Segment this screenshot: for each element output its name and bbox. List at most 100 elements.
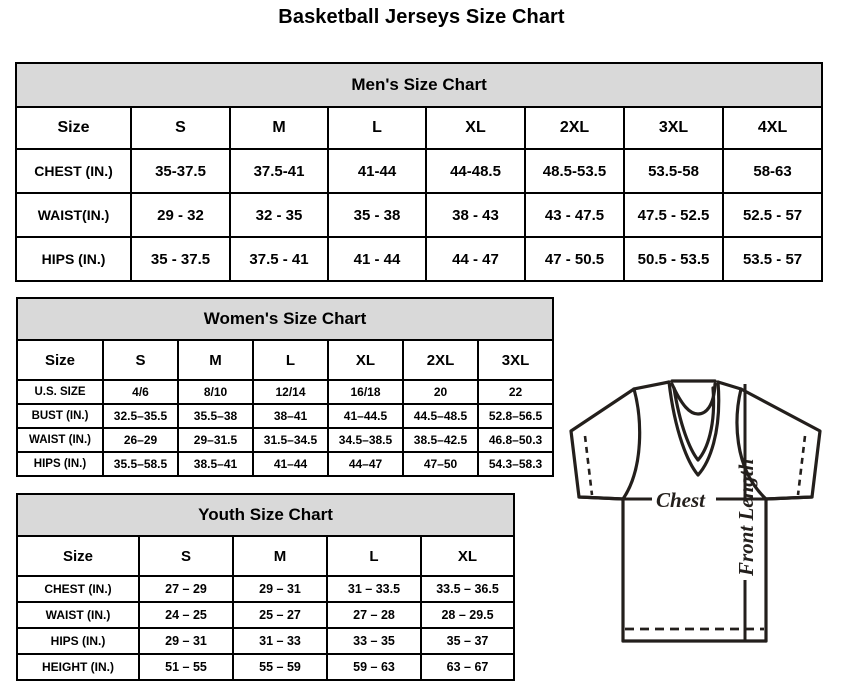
womens-col-header-3xl: 3XL [476,339,555,381]
womens-waist-l: 31.5–34.5 [252,427,329,453]
womens-row-label-waist: WAIST (IN.) [16,427,104,453]
youth-col-header-m: M [232,535,328,577]
mens-hips-4xl: 53.5 - 57 [721,236,824,282]
table-row: U.S. SIZE 4/6 8/10 12/14 16/18 20 22 [16,379,555,405]
table-row: WAIST (IN.) 24 – 25 25 – 27 27 – 28 28 –… [16,601,516,629]
womens-bust-2xl: 44.5–48.5 [402,403,479,429]
youth-section-title: Youth Size Chart [15,493,516,537]
mens-col-header-3xl: 3XL [623,106,724,150]
mens-col-header-s: S [130,106,231,150]
womens-hips-l: 41–44 [252,451,329,477]
womens-waist-xl: 34.5–38.5 [327,427,404,453]
youth-hips-xl: 35 – 37 [419,627,516,655]
womens-hips-2xl: 47–50 [402,451,479,477]
mens-waist-xl: 38 - 43 [425,192,526,238]
mens-row-label-hips: HIPS (IN.) [15,236,132,282]
chest-label: Chest [656,488,706,512]
youth-hips-s: 29 – 31 [138,627,234,655]
womens-hips-s: 35.5–58.5 [102,451,179,477]
womens-hips-m: 38.5–41 [177,451,254,477]
mens-column-header-row: Size S M L XL 2XL 3XL 4XL [15,106,824,150]
youth-col-header-size: Size [16,535,140,577]
womens-row-label-bust: BUST (IN.) [16,403,104,429]
youth-col-header-xl: XL [419,535,516,577]
womens-waist-s: 26–29 [102,427,179,453]
mens-chest-4xl: 58-63 [721,148,824,194]
youth-chest-xl: 33.5 – 36.5 [419,575,516,603]
youth-waist-s: 24 – 25 [138,601,234,629]
mens-waist-2xl: 43 - 47.5 [524,192,625,238]
mens-row-label-waist: WAIST(IN.) [15,192,132,238]
youth-row-label-chest: CHEST (IN.) [16,575,140,603]
womens-section-title: Women's Size Chart [15,297,555,341]
womens-us-size-s: 4/6 [102,379,179,405]
mens-chest-3xl: 53.5-58 [623,148,724,194]
jersey-measurement-diagram: Chest Front Length [548,348,843,673]
youth-hips-l: 33 – 35 [326,627,422,655]
womens-hips-xl: 44–47 [327,451,404,477]
mens-waist-l: 35 - 38 [327,192,427,238]
table-row: HIPS (IN.) 35.5–58.5 38.5–41 41–44 44–47… [16,451,555,477]
womens-size-chart-table: Women's Size Chart Size S M L XL 2XL 3XL… [15,297,555,477]
womens-section-title-row: Women's Size Chart [15,297,555,341]
mens-col-header-m: M [229,106,329,150]
womens-bust-s: 32.5–35.5 [102,403,179,429]
mens-col-header-2xl: 2XL [524,106,625,150]
mens-waist-4xl: 52.5 - 57 [721,192,824,238]
womens-bust-l: 38–41 [252,403,329,429]
womens-col-header-xl: XL [327,339,404,381]
womens-row-label-hips: HIPS (IN.) [16,451,104,477]
mens-chest-xl: 44-48.5 [425,148,526,194]
womens-col-header-m: M [177,339,254,381]
womens-us-size-xl: 16/18 [327,379,404,405]
mens-col-header-l: L [327,106,427,150]
front-length-label: Front Length [734,459,758,577]
table-row: WAIST(IN.) 29 - 32 32 - 35 35 - 38 38 - … [15,192,824,238]
womens-waist-3xl: 46.8–50.3 [476,427,555,453]
youth-col-header-l: L [326,535,422,577]
mens-waist-s: 29 - 32 [130,192,231,238]
mens-col-header-size: Size [15,106,132,150]
mens-chest-s: 35-37.5 [130,148,231,194]
womens-us-size-l: 12/14 [252,379,329,405]
youth-section-title-row: Youth Size Chart [15,493,516,537]
mens-section-title: Men's Size Chart [14,62,824,108]
v-neck-collar-icon [667,379,721,477]
youth-height-xl: 63 – 67 [419,653,516,681]
womens-us-size-m: 8/10 [177,379,254,405]
mens-row-label-chest: CHEST (IN.) [15,148,132,194]
youth-row-label-height: HEIGHT (IN.) [16,653,140,681]
mens-hips-2xl: 47 - 50.5 [524,236,625,282]
womens-us-size-2xl: 20 [402,379,479,405]
table-row: HEIGHT (IN.) 51 – 55 55 – 59 59 – 63 63 … [16,653,516,681]
youth-waist-m: 25 – 27 [232,601,328,629]
mens-waist-3xl: 47.5 - 52.5 [623,192,724,238]
youth-waist-xl: 28 – 29.5 [419,601,516,629]
mens-chest-l: 41-44 [327,148,427,194]
womens-col-header-s: S [102,339,179,381]
womens-col-header-2xl: 2XL [402,339,479,381]
youth-row-label-hips: HIPS (IN.) [16,627,140,655]
table-row: HIPS (IN.) 35 - 37.5 37.5 - 41 41 - 44 4… [15,236,824,282]
table-row: HIPS (IN.) 29 – 31 31 – 33 33 – 35 35 – … [16,627,516,655]
womens-hips-3xl: 54.3–58.3 [476,451,555,477]
womens-bust-xl: 41–44.5 [327,403,404,429]
mens-hips-xl: 44 - 47 [425,236,526,282]
youth-height-s: 51 – 55 [138,653,234,681]
womens-column-header-row: Size S M L XL 2XL 3XL [16,339,555,381]
youth-size-chart-table: Youth Size Chart Size S M L XL CHEST (IN… [15,493,516,681]
mens-chest-m: 37.5-41 [229,148,329,194]
youth-row-label-waist: WAIST (IN.) [16,601,140,629]
womens-col-header-l: L [252,339,329,381]
womens-bust-m: 35.5–38 [177,403,254,429]
youth-waist-l: 27 – 28 [326,601,422,629]
youth-col-header-s: S [138,535,234,577]
womens-bust-3xl: 52.8–56.5 [476,403,555,429]
table-row: WAIST (IN.) 26–29 29–31.5 31.5–34.5 34.5… [16,427,555,453]
mens-hips-m: 37.5 - 41 [229,236,329,282]
table-row: BUST (IN.) 32.5–35.5 35.5–38 38–41 41–44… [16,403,555,429]
womens-waist-2xl: 38.5–42.5 [402,427,479,453]
youth-height-m: 55 – 59 [232,653,328,681]
mens-chest-2xl: 48.5-53.5 [524,148,625,194]
page-title: Basketball Jerseys Size Chart [278,6,565,28]
